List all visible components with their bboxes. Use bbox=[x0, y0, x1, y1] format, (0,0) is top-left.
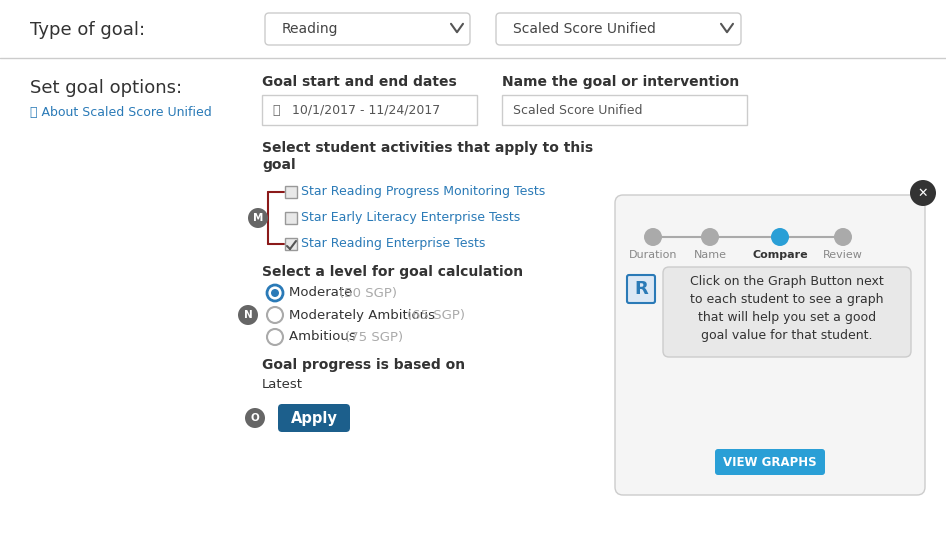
Text: Star Reading Progress Monitoring Tests: Star Reading Progress Monitoring Tests bbox=[301, 185, 545, 198]
Bar bbox=[0, 0, 946, 58]
Text: ✕: ✕ bbox=[918, 186, 928, 199]
FancyBboxPatch shape bbox=[615, 195, 925, 495]
Text: N: N bbox=[244, 310, 253, 320]
Text: Goal start and end dates: Goal start and end dates bbox=[262, 75, 457, 89]
Bar bbox=[262, 95, 477, 125]
Bar bbox=[502, 95, 747, 125]
Text: Select a level for goal calculation: Select a level for goal calculation bbox=[262, 265, 523, 279]
Text: M: M bbox=[253, 213, 263, 223]
Text: Name the goal or intervention: Name the goal or intervention bbox=[502, 75, 739, 89]
Text: O: O bbox=[251, 413, 259, 423]
Bar bbox=[285, 212, 297, 224]
Text: to each student to see a graph: to each student to see a graph bbox=[691, 294, 884, 307]
Text: (50 SGP): (50 SGP) bbox=[340, 287, 397, 300]
Text: Goal progress is based on: Goal progress is based on bbox=[262, 358, 465, 372]
Text: ⓘ About Scaled Score Unified: ⓘ About Scaled Score Unified bbox=[30, 106, 212, 119]
Bar bbox=[285, 186, 297, 198]
FancyBboxPatch shape bbox=[715, 449, 825, 475]
Text: Compare: Compare bbox=[752, 250, 808, 260]
Text: Star Reading Enterprise Tests: Star Reading Enterprise Tests bbox=[301, 238, 485, 251]
Circle shape bbox=[771, 228, 789, 246]
Text: Moderate: Moderate bbox=[289, 287, 357, 300]
FancyBboxPatch shape bbox=[265, 13, 470, 45]
Text: Type of goal:: Type of goal: bbox=[30, 21, 145, 39]
Text: Click on the Graph Button next: Click on the Graph Button next bbox=[691, 275, 884, 288]
Circle shape bbox=[701, 228, 719, 246]
Text: Duration: Duration bbox=[629, 250, 677, 260]
Circle shape bbox=[245, 408, 265, 428]
Text: 📅: 📅 bbox=[272, 103, 279, 116]
Text: Moderately Ambitious: Moderately Ambitious bbox=[289, 308, 439, 321]
FancyBboxPatch shape bbox=[663, 267, 911, 357]
Text: 10/1/2017 - 11/24/2017: 10/1/2017 - 11/24/2017 bbox=[292, 103, 440, 116]
FancyBboxPatch shape bbox=[496, 13, 741, 45]
Circle shape bbox=[644, 228, 662, 246]
Text: that will help you set a good: that will help you set a good bbox=[698, 312, 876, 324]
Text: Reading: Reading bbox=[282, 22, 339, 36]
Circle shape bbox=[271, 289, 279, 297]
Text: Set goal options:: Set goal options: bbox=[30, 79, 183, 97]
Text: (65 SGP): (65 SGP) bbox=[407, 308, 464, 321]
Text: Scaled Score Unified: Scaled Score Unified bbox=[513, 103, 642, 116]
FancyBboxPatch shape bbox=[627, 275, 655, 303]
Text: (75 SGP): (75 SGP) bbox=[345, 330, 403, 343]
Text: VIEW GRAPHS: VIEW GRAPHS bbox=[723, 455, 816, 468]
Text: Name: Name bbox=[693, 250, 727, 260]
Circle shape bbox=[267, 285, 283, 301]
Text: R: R bbox=[634, 280, 648, 298]
Text: Scaled Score Unified: Scaled Score Unified bbox=[513, 22, 656, 36]
Circle shape bbox=[238, 305, 258, 325]
Circle shape bbox=[910, 180, 936, 206]
Text: goal: goal bbox=[262, 158, 295, 172]
Circle shape bbox=[267, 329, 283, 345]
Text: Review: Review bbox=[823, 250, 863, 260]
Text: Ambitious: Ambitious bbox=[289, 330, 360, 343]
Text: Star Early Literacy Enterprise Tests: Star Early Literacy Enterprise Tests bbox=[301, 211, 520, 225]
Circle shape bbox=[267, 307, 283, 323]
Text: goal value for that student.: goal value for that student. bbox=[701, 329, 873, 342]
Circle shape bbox=[248, 208, 268, 228]
FancyBboxPatch shape bbox=[278, 404, 350, 432]
Text: Apply: Apply bbox=[290, 411, 338, 425]
Text: Select student activities that apply to this: Select student activities that apply to … bbox=[262, 141, 593, 155]
Bar bbox=[285, 238, 297, 250]
Text: Latest: Latest bbox=[262, 378, 303, 391]
Circle shape bbox=[834, 228, 852, 246]
Bar bbox=[0, 58, 946, 539]
